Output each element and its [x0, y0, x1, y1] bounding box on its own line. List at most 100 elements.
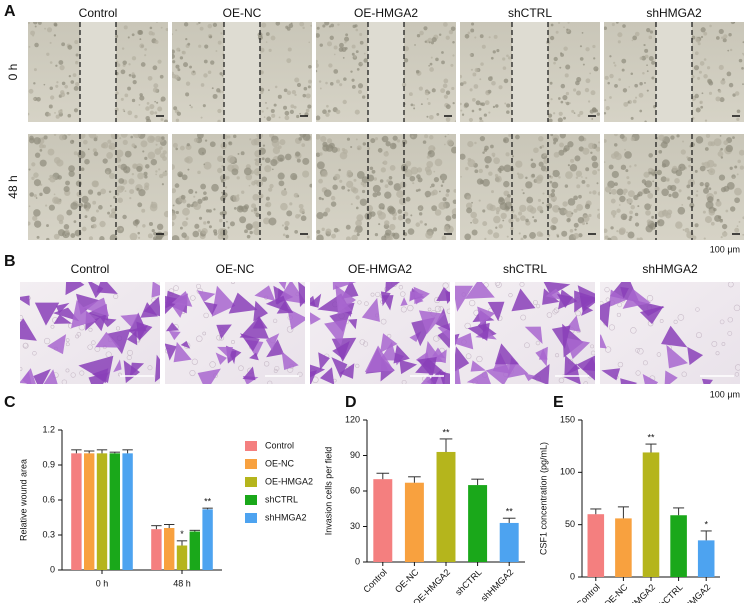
cell: [441, 235, 447, 240]
cell: [700, 27, 706, 33]
cell: [302, 170, 310, 178]
cell: [256, 171, 259, 174]
cell: [100, 143, 106, 149]
cell: [644, 203, 652, 211]
stained-cell: [173, 341, 192, 363]
cell: [578, 135, 585, 142]
cell: [55, 114, 60, 119]
cell: [119, 137, 122, 140]
stained-cell: [319, 367, 335, 384]
bar: [642, 452, 660, 577]
column-header: OE-HMGA2: [354, 6, 418, 20]
cell: [351, 78, 355, 82]
pore: [656, 352, 662, 357]
cell: [494, 175, 502, 183]
cell: [502, 137, 510, 144]
cell: [446, 139, 454, 146]
cell: [488, 111, 491, 114]
cell: [121, 47, 125, 50]
cell: [53, 34, 57, 37]
cell: [95, 209, 99, 213]
bar: [96, 453, 108, 570]
cell: [120, 69, 126, 75]
cell: [283, 88, 288, 93]
cell: [510, 227, 514, 231]
cell: [331, 146, 338, 153]
cell: [308, 41, 311, 44]
cell: [604, 235, 609, 240]
cell: [719, 134, 722, 137]
cell: [28, 88, 34, 94]
pore: [546, 312, 553, 318]
wound-image: [604, 22, 744, 122]
cell: [197, 229, 201, 233]
cell: [286, 90, 292, 96]
cell: [388, 175, 393, 180]
cell: [611, 22, 615, 27]
cell: [680, 149, 686, 155]
stained-cell: [211, 285, 236, 317]
cell: [596, 213, 600, 220]
cell: [333, 227, 339, 233]
cell: [46, 224, 49, 227]
cell: [31, 176, 35, 180]
cell: [301, 143, 306, 147]
cell: [318, 196, 322, 200]
cell: [424, 166, 431, 173]
cell: [563, 145, 570, 152]
cell: [605, 105, 610, 111]
cell: [495, 206, 501, 212]
cell: [414, 44, 416, 46]
cell: [404, 169, 413, 178]
cell: [741, 66, 744, 70]
pore: [555, 353, 560, 358]
bar: [468, 485, 488, 562]
x-tick-label: 48 h: [173, 578, 191, 588]
stained-cell: [564, 355, 581, 376]
cell: [651, 215, 655, 219]
cell: [436, 113, 440, 116]
cell: [676, 134, 680, 138]
cell: [652, 180, 655, 183]
cell: [703, 237, 706, 240]
cell: [728, 82, 734, 88]
cell: [568, 102, 571, 105]
invasion-image: [310, 282, 450, 384]
cell: [488, 36, 491, 39]
cell: [165, 170, 167, 173]
pore: [553, 307, 560, 314]
cell: [353, 54, 357, 59]
cell: [519, 204, 527, 213]
y-tick-label: 150: [560, 414, 575, 424]
stained-cell: [600, 334, 607, 349]
cell: [661, 188, 669, 197]
cell: [706, 66, 711, 70]
stained-cell: [151, 282, 160, 298]
cell: [656, 169, 662, 176]
x-tick-label: Control: [361, 567, 389, 595]
cell: [403, 46, 409, 52]
cell: [471, 201, 473, 204]
invasion-image: [165, 282, 305, 384]
cell: [490, 56, 494, 60]
cell: [122, 139, 128, 145]
cell: [450, 26, 456, 32]
cell: [158, 168, 161, 171]
cell: [705, 134, 711, 138]
cell: [401, 82, 407, 88]
x-tick-label: Control: [574, 582, 602, 603]
cell: [172, 49, 175, 54]
stained-cell: [47, 334, 67, 355]
cell: [148, 221, 154, 227]
cell: [634, 83, 638, 88]
cell: [259, 47, 265, 53]
cell: [77, 150, 86, 159]
cell: [428, 91, 431, 94]
cell: [697, 42, 701, 46]
pore: [711, 341, 718, 347]
cell: [434, 209, 442, 216]
cell: [564, 209, 569, 214]
cell: [611, 170, 619, 179]
cell: [627, 190, 635, 198]
cell: [604, 139, 607, 143]
